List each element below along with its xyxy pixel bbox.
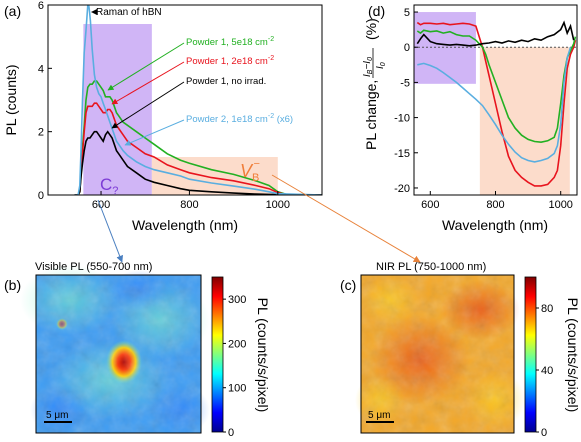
region-label-vb: VB− bbox=[240, 158, 260, 184]
panel-label-c: (c) bbox=[340, 277, 356, 293]
x-tick-label: 1000 bbox=[548, 199, 572, 211]
legend-arrow bbox=[111, 61, 185, 105]
region-bands-d bbox=[414, 12, 570, 195]
y-tick-label: 4 bbox=[38, 63, 44, 75]
colorbar-tick-label: 0 bbox=[541, 427, 547, 437]
region-label-c-sub: ? bbox=[112, 185, 118, 197]
plot-frame-a bbox=[47, 4, 323, 196]
y-tick-label: -15 bbox=[394, 148, 410, 160]
legend-entry-sup: -2 bbox=[268, 55, 274, 62]
y-tick-label: 0 bbox=[38, 190, 44, 202]
ylabel-a: PL (counts) bbox=[3, 64, 19, 135]
xlabel-a: Wavelength (nm) bbox=[132, 217, 238, 233]
panel-c: (c) NIR PL (750-1000 nm) 5 μm 0 40 80 PL (… bbox=[340, 261, 581, 439]
y-tick-label: -10 bbox=[394, 113, 410, 125]
arrow-to-panel-c bbox=[271, 174, 421, 263]
y-tick-label: -20 bbox=[394, 183, 410, 195]
scalebar-b-label: 5 μm bbox=[46, 410, 68, 421]
legend-entry: Powder 1, 2e18 cm-2 bbox=[186, 55, 274, 67]
x-tick-label: 800 bbox=[180, 199, 198, 211]
series-line bbox=[74, 5, 322, 195]
title-c: NIR PL (750-1000 nm) bbox=[376, 261, 486, 273]
annotation-text: Raman of hBN bbox=[96, 7, 162, 18]
legend-arrow bbox=[124, 119, 185, 146]
colorbar-tick-label: 300 bbox=[228, 294, 246, 306]
colorbar-c-label: PL (counts/s/pixel) bbox=[565, 298, 581, 413]
series-group-d bbox=[416, 20, 577, 187]
ylabel-d-text: PL change, bbox=[363, 80, 379, 150]
legend-entry: Powder 1, 5e18 cm-2 bbox=[186, 36, 274, 48]
x-tick-label: 600 bbox=[92, 199, 110, 211]
series-line bbox=[416, 29, 577, 144]
panel-d: (d) 600 800 1000 5 0 -5 -10 -15 -20 Wavelength (… bbox=[362, 3, 578, 233]
axis-ticks-a: 600 800 1000 0 2 4 6 bbox=[38, 0, 290, 211]
heatmap-b-frame bbox=[35, 274, 202, 434]
legend-a: Powder 1, 5e18 cm-2 Powder 1, 2e18 cm-2 Po… bbox=[107, 36, 293, 146]
series-line bbox=[74, 130, 322, 195]
panel-label-d: (d) bbox=[368, 3, 385, 19]
legend-entry-suffix: (x6) bbox=[274, 114, 293, 125]
colorbar-c: 0 40 80 bbox=[524, 276, 553, 439]
ylabel-d-denominator: I0 bbox=[375, 62, 387, 69]
region-band bbox=[151, 157, 278, 195]
heatmap-b: 5 μm bbox=[20, 265, 210, 435]
ylabel-d-numerator: IB−I0 bbox=[362, 57, 374, 77]
region-band bbox=[479, 47, 570, 195]
region-label-vb-sup: − bbox=[253, 158, 260, 170]
legend-entry-sup: -2 bbox=[268, 36, 274, 43]
x-tick-label: 800 bbox=[486, 199, 504, 211]
legend-entry-sup: -2 bbox=[268, 113, 274, 120]
colorbar-tick-label: 200 bbox=[228, 338, 246, 350]
colorbar-b: 0 100 200 300 bbox=[211, 276, 246, 439]
heatmap-b-texture bbox=[36, 275, 201, 433]
legend-entry: Powder 2, 1e18 cm-2 (x6) bbox=[186, 113, 293, 125]
axis-ticks-d: 600 800 1000 5 0 -5 -10 -15 -20 bbox=[394, 7, 573, 211]
heatmap-c: 5 μm bbox=[355, 274, 525, 434]
legend-arrow bbox=[107, 42, 185, 91]
legend-entry: Powder 1, no irrad. bbox=[186, 76, 266, 87]
y-tick-label: 5 bbox=[404, 7, 410, 19]
panel-label-b: (b) bbox=[4, 277, 21, 293]
ylabel-d: PL change, IB−I0 I0 (%) bbox=[362, 18, 387, 150]
region-labels-a: C?VB− bbox=[100, 158, 260, 197]
colorbar-tick-label: 40 bbox=[541, 365, 553, 377]
y-tick-label: 6 bbox=[38, 0, 44, 12]
x-tick-label: 600 bbox=[421, 199, 439, 211]
series-line bbox=[416, 21, 577, 187]
y-tick-label: -5 bbox=[400, 77, 410, 89]
annotation-raman: Raman of hBN bbox=[91, 7, 162, 18]
colorbar-tick-label: 0 bbox=[228, 427, 234, 437]
y-tick-label: 0 bbox=[404, 42, 410, 54]
arrow-to-panel-b bbox=[97, 199, 123, 263]
series-line bbox=[417, 46, 572, 163]
legend-arrow bbox=[111, 81, 185, 129]
scalebar-c-label: 5 μm bbox=[368, 410, 390, 421]
xlabel-d: Wavelength (nm) bbox=[442, 217, 548, 233]
panel-a: (a) 600 800 1000 0 2 4 6 Wavelength (nm) PL (c… bbox=[3, 0, 323, 233]
y-tick-label: 2 bbox=[38, 127, 44, 139]
panel-label-a: (a) bbox=[4, 3, 21, 19]
panel-b: (b) Visible PL (550-700 nm) 5 μm 0100200… bbox=[4, 261, 271, 439]
ylabel-d-unit: (%) bbox=[363, 18, 379, 40]
region-label-vb-sub: B bbox=[252, 172, 259, 184]
colorbar-c-gradient bbox=[524, 276, 537, 433]
colorbar-tick-label: 80 bbox=[541, 303, 553, 315]
colorbar-b-label: PL (counts/s/pixel) bbox=[255, 298, 271, 413]
colorbar-b-gradient bbox=[211, 276, 224, 433]
x-tick-label: 1000 bbox=[266, 199, 290, 211]
series-line bbox=[74, 102, 322, 195]
heatmap-c-texture bbox=[361, 275, 514, 433]
heatmap-c-frame bbox=[360, 274, 515, 434]
series-line bbox=[416, 20, 575, 47]
colorbar-tick-label: 100 bbox=[228, 383, 246, 395]
